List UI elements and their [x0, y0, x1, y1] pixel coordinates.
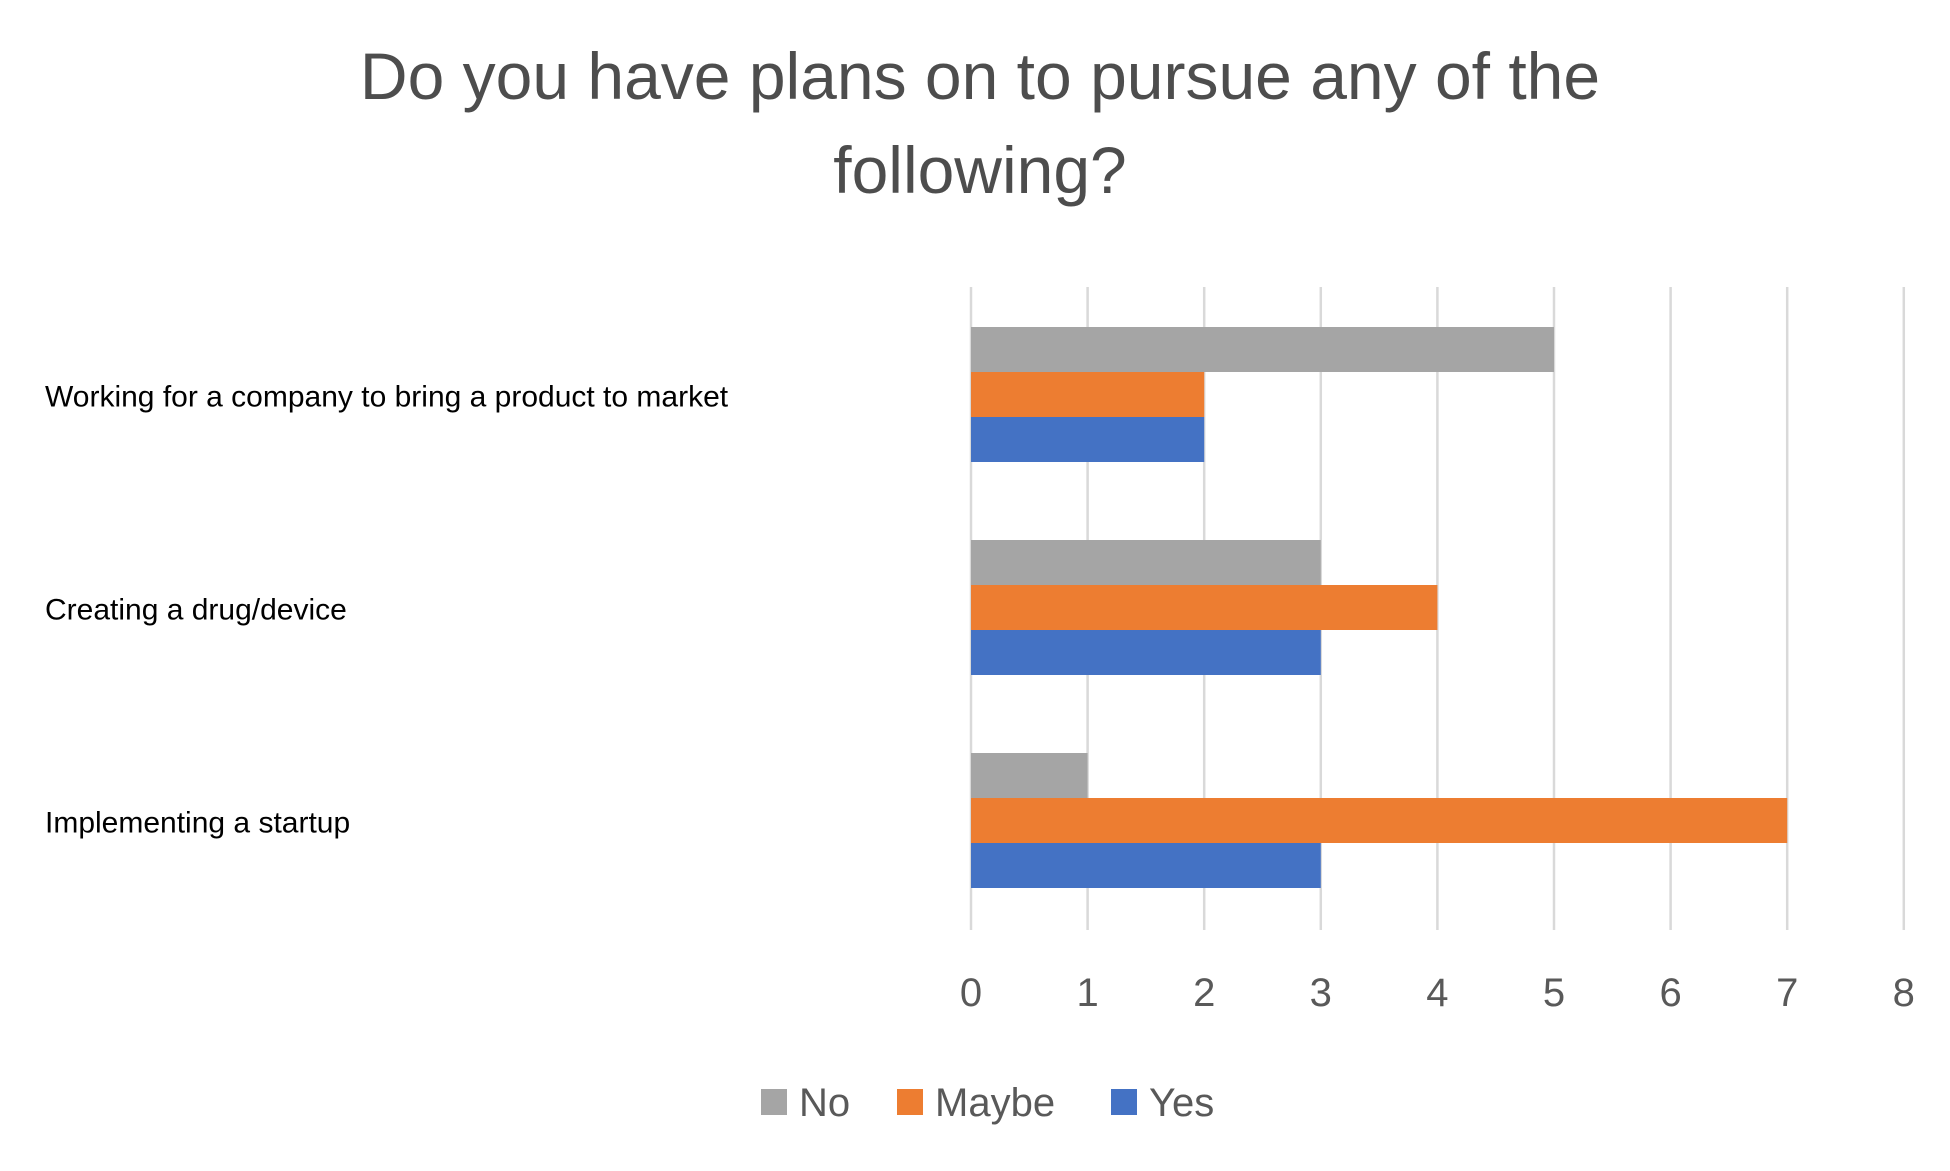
legend-swatch-no	[761, 1089, 787, 1115]
chart-title-line-1: Do you have plans on to pursue any of th…	[360, 39, 1600, 113]
bar-maybe-3	[971, 798, 1788, 843]
category-labels: Working for a company to bring a product…	[45, 380, 729, 839]
x-tick-label-4: 4	[1426, 971, 1448, 1015]
x-tick-label-5: 5	[1543, 971, 1565, 1015]
x-tick-label-0: 0	[960, 971, 982, 1015]
legend-label-no: No	[799, 1081, 850, 1125]
bar-yes-1	[971, 417, 1205, 462]
bar-no-3	[971, 753, 1088, 798]
legend-swatch-maybe	[897, 1089, 923, 1115]
x-tick-label-7: 7	[1776, 971, 1798, 1015]
legend-swatch-yes	[1111, 1089, 1137, 1115]
x-tick-label-8: 8	[1893, 971, 1915, 1015]
x-tick-label-3: 3	[1310, 971, 1332, 1015]
legend-label-maybe: Maybe	[935, 1081, 1055, 1125]
bar-maybe-2	[971, 585, 1438, 630]
bars	[971, 327, 1788, 888]
chart-title-line-2: following?	[833, 133, 1127, 207]
legend-label-yes: Yes	[1149, 1081, 1214, 1125]
chart-title: Do you have plans on to pursue any of th…	[360, 39, 1600, 207]
legend: No Maybe Yes	[761, 1081, 1214, 1125]
bar-no-2	[971, 540, 1321, 585]
x-tick-label-1: 1	[1076, 971, 1098, 1015]
bar-yes-3	[971, 843, 1321, 888]
category-label-1: Working for a company to bring a product…	[45, 380, 729, 413]
bar-yes-2	[971, 630, 1321, 675]
x-tick-label-6: 6	[1659, 971, 1681, 1015]
category-label-2: Creating a drug/device	[45, 593, 347, 626]
x-tick-label-2: 2	[1193, 971, 1215, 1015]
bar-no-1	[971, 327, 1554, 372]
x-axis-tick-labels: 0 1 2 3 4 5 6 7 8	[960, 971, 1915, 1015]
category-label-3: Implementing a startup	[45, 806, 350, 839]
bar-maybe-1	[971, 372, 1205, 417]
